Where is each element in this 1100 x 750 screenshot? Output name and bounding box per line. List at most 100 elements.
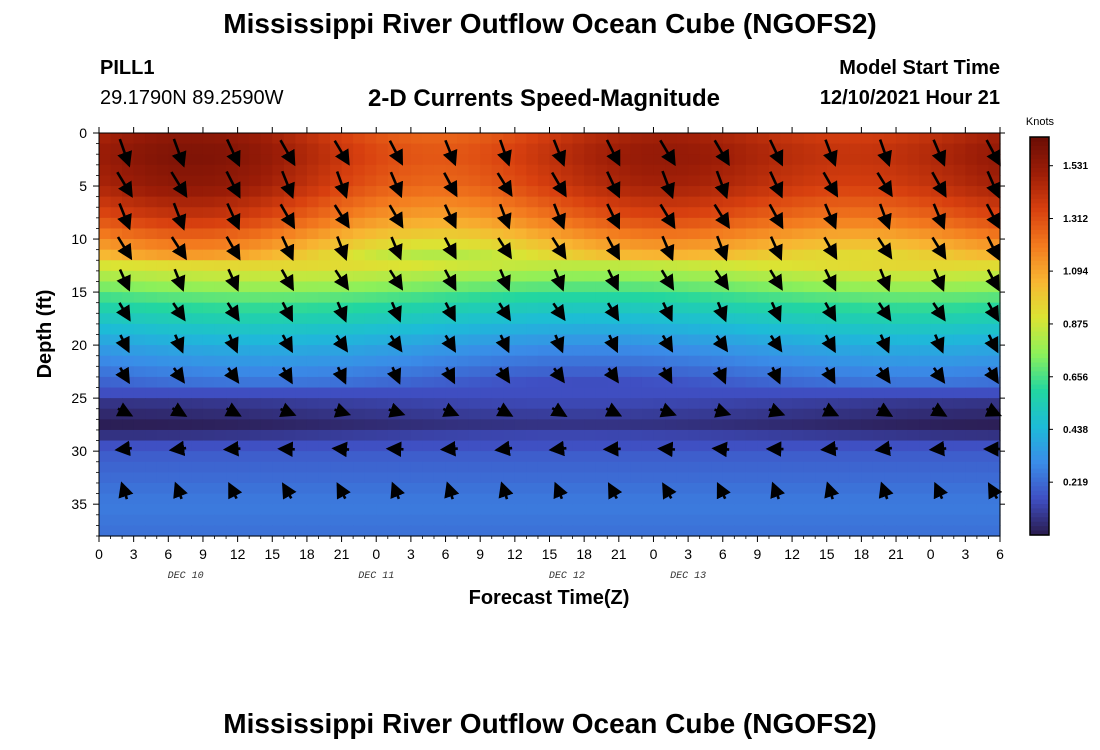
heatmap-cell: [168, 451, 181, 463]
heatmap-cell: [145, 398, 158, 410]
current-arrow: [768, 203, 784, 230]
heatmap-cell: [526, 239, 539, 251]
heatmap-cell: [872, 292, 886, 304]
heatmap-cell: [861, 313, 874, 325]
heatmap-cell: [272, 292, 285, 304]
heatmap-cell: [838, 408, 851, 420]
heatmap-cell: [607, 451, 620, 463]
heatmap-cell: [410, 514, 424, 526]
heatmap-cell: [422, 249, 435, 261]
colorbar-swatch: [1030, 428, 1049, 434]
heatmap-cell: [780, 461, 793, 473]
heatmap-cell: [295, 387, 308, 399]
heatmap-cell: [457, 239, 470, 251]
y-axis-label: Depth (ft): [34, 290, 56, 379]
heatmap-cell: [364, 175, 377, 187]
heatmap-cell: [872, 429, 886, 442]
heatmap-cell: [849, 355, 862, 367]
heatmap-cell: [468, 525, 481, 537]
heatmap-cell: [965, 514, 978, 526]
heatmap-cell: [410, 239, 424, 251]
heatmap-cell: [757, 270, 770, 283]
heatmap-cell: [272, 302, 285, 314]
heatmap-cell: [699, 143, 712, 155]
heatmap-cell: [330, 133, 343, 145]
x-tick-label: 12: [507, 546, 523, 562]
heatmap-cell: [792, 133, 805, 145]
heatmap-cell: [907, 260, 920, 272]
heatmap-cell: [457, 461, 470, 473]
heatmap-cell: [260, 429, 273, 442]
colorbar-swatch: [1030, 340, 1049, 346]
heatmap-cell: [942, 493, 955, 505]
heatmap-cell: [711, 196, 724, 208]
heatmap-cell: [745, 504, 759, 516]
heatmap-cell: [295, 313, 308, 325]
current-arrow: [333, 269, 350, 291]
current-arrow: [387, 334, 403, 353]
heatmap-cell: [179, 164, 193, 177]
heatmap-cell: [422, 186, 435, 198]
heatmap-cell: [330, 249, 343, 261]
heatmap-cell: [803, 323, 816, 336]
heatmap-cell: [907, 376, 920, 389]
heatmap-cell: [156, 419, 169, 431]
heatmap-cell: [376, 504, 389, 516]
x-tick-label: 0: [95, 546, 103, 562]
heatmap-cell: [988, 133, 1001, 145]
current-arrow: [443, 172, 458, 198]
heatmap-cell: [330, 313, 343, 325]
heatmap-cell: [907, 323, 920, 336]
heatmap-cell: [653, 186, 666, 198]
heatmap-cell: [768, 472, 782, 484]
heatmap-cell: [202, 292, 216, 304]
heatmap-cell: [757, 461, 770, 473]
heatmap-cell: [896, 281, 909, 293]
heatmap-cell: [526, 451, 539, 463]
heatmap-cell: [202, 207, 216, 219]
heatmap-cell: [907, 366, 920, 378]
heatmap-cell: [907, 217, 920, 230]
heatmap-cell: [942, 133, 955, 145]
heatmap-cell: [156, 345, 169, 357]
heatmap-cell: [861, 186, 874, 198]
heatmap-cell: [838, 525, 851, 537]
heatmap-cell: [191, 313, 204, 325]
heatmap-cell: [953, 461, 966, 473]
heatmap-cell: [514, 366, 527, 378]
heatmap-cell: [653, 419, 666, 431]
heatmap-cell: [618, 133, 631, 145]
current-arrow: [224, 402, 242, 417]
heatmap-cell: [283, 164, 296, 177]
heatmap-cell: [561, 196, 574, 208]
heatmap-cell: [145, 186, 158, 198]
heatmap-cell: [191, 281, 204, 293]
heatmap-cell: [468, 504, 481, 516]
heatmap-cell: [872, 514, 886, 526]
heatmap-cell: [364, 228, 377, 240]
heatmap-cell: [410, 175, 424, 187]
heatmap-cell: [376, 440, 389, 452]
heatmap-cell: [907, 504, 920, 516]
heatmap-cell: [919, 525, 932, 537]
heatmap-cell: [272, 186, 285, 198]
heatmap-cell: [410, 302, 424, 314]
heatmap-cell: [237, 302, 250, 314]
heatmap-cell: [722, 334, 735, 346]
heatmap-cell: [249, 228, 262, 240]
current-arrow: [171, 202, 187, 231]
heatmap-cell: [768, 376, 782, 389]
heatmap-cell: [872, 472, 886, 484]
current-arrow: [223, 366, 240, 384]
heatmap-cell: [792, 429, 805, 442]
heatmap-cell: [376, 133, 389, 145]
heatmap-cell: [884, 461, 897, 473]
heatmap-cell: [537, 313, 551, 325]
heatmap-cell: [942, 387, 955, 399]
heatmap-cell: [99, 133, 112, 145]
x-tick-label: 6: [719, 546, 727, 562]
heatmap-cell: [514, 355, 527, 367]
heatmap-cell: [353, 260, 366, 272]
heatmap-cell: [734, 292, 747, 304]
heatmap-cell: [457, 525, 470, 537]
